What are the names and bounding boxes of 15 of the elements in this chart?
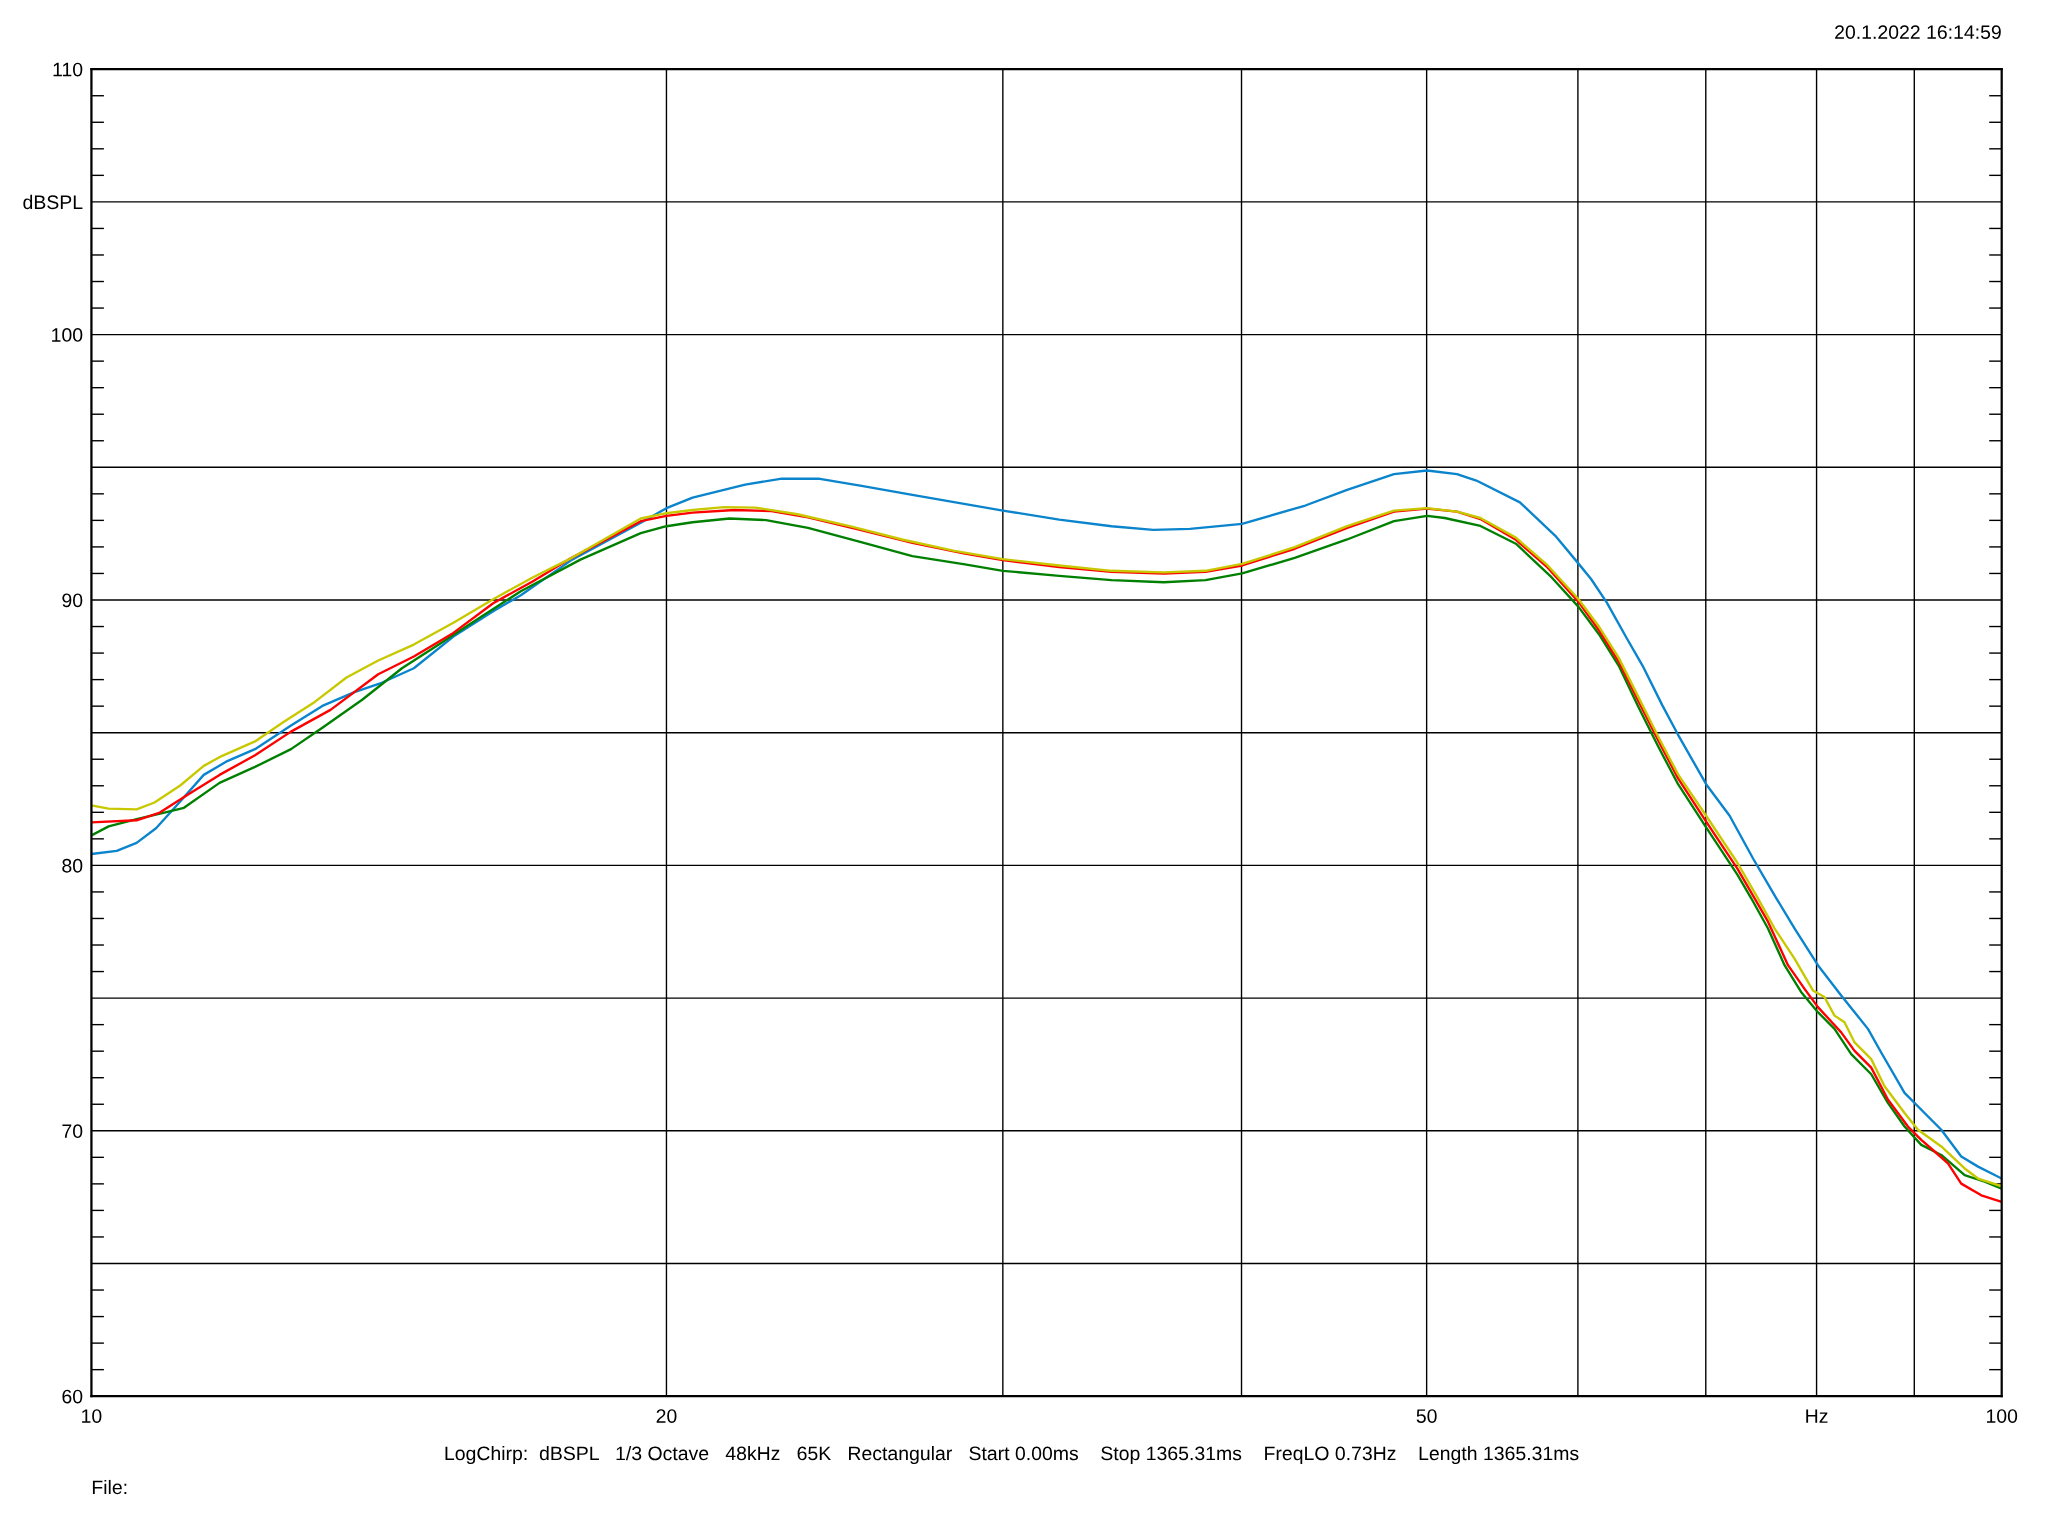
y-tick-label: dBSPL xyxy=(23,194,83,210)
text: File: xyxy=(92,1479,127,1495)
text: 20.1.2022 16:14:59 xyxy=(1835,25,2001,40)
x-tick-label: Hz xyxy=(1806,1409,1828,1423)
y-tick-label: 80 xyxy=(62,858,83,873)
y-tick-label: 110 xyxy=(53,62,83,77)
text: LogChirp: dBSPL 1/3 Octave 48kHz 65K Rectangular Start 0.00ms Stop 1365.31ms FreqLO 0.73Hz Length 1365.31ms xyxy=(445,1445,1579,1465)
x-tick-label: 100 xyxy=(1986,1409,2018,1423)
y-tick-label: 90 xyxy=(62,593,83,608)
y-tick-label: 60 xyxy=(62,1389,83,1404)
x-tick-label: 50 xyxy=(1416,1409,1437,1423)
x-tick-label: 10 xyxy=(82,1409,102,1423)
y-tick-label: 100 xyxy=(52,328,83,342)
x-tick-label: 20 xyxy=(656,1409,677,1423)
y-tick-label: 70 xyxy=(62,1124,83,1139)
